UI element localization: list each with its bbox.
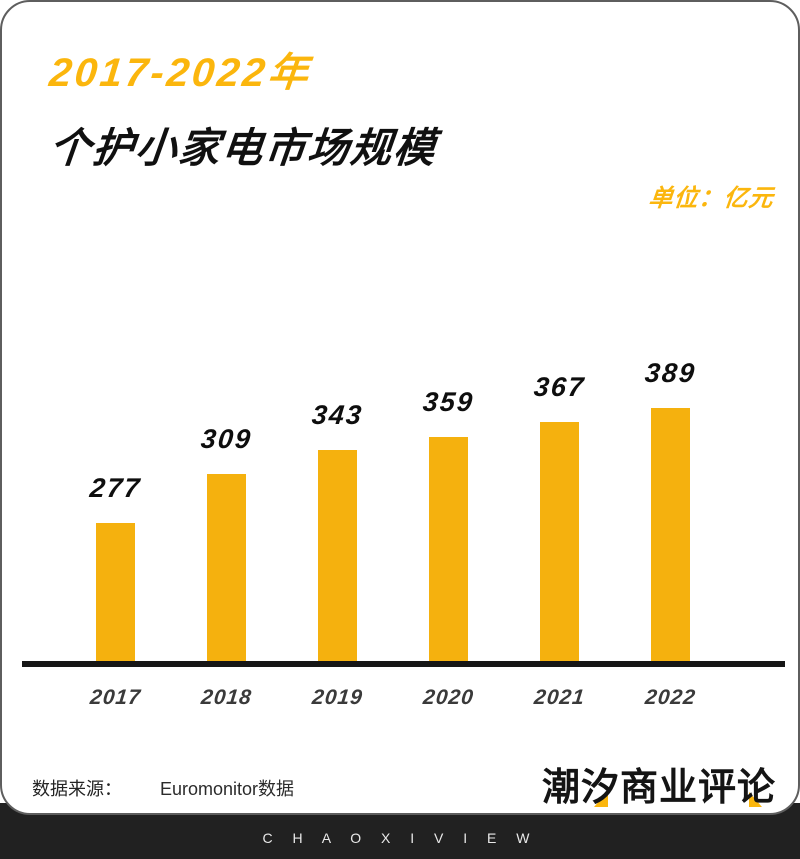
brand-logo-text: 潮汐商业评论	[541, 767, 776, 809]
bar-chart: 277 309 343 359 367 389 2017 2018 2019 2020 2021 2…	[2, 2, 800, 817]
bar	[540, 422, 579, 661]
x-axis-tick-label: 2022	[643, 686, 698, 709]
bar-column: 367	[504, 372, 615, 661]
bar-value-label: 343	[310, 400, 365, 430]
source-row: 数据来源： Euromonitor数据	[32, 775, 294, 801]
x-axis-labels: 2017 2018 2019 2020 2021 2022	[60, 686, 726, 710]
bar-value-label: 309	[199, 424, 254, 454]
bar-plot-area: 277 309 343 359 367 389	[60, 2, 726, 661]
x-axis-tick-label: 2019	[310, 686, 365, 709]
bar-value-label: 359	[421, 387, 476, 417]
bar-column: 277	[60, 473, 171, 661]
bar	[651, 408, 690, 661]
bar	[207, 474, 246, 661]
source-value: Euromonitor数据	[160, 779, 295, 799]
bar-column: 359	[393, 387, 504, 661]
bar-column: 309	[171, 424, 282, 661]
x-axis-line	[22, 661, 785, 667]
bar-value-label: 367	[532, 372, 587, 402]
bar-column: 389	[615, 358, 726, 661]
bar	[429, 437, 468, 661]
x-axis-tick-label: 2018	[199, 686, 254, 709]
x-axis-tick-label: 2020	[421, 686, 476, 709]
bar-value-label: 277	[88, 473, 143, 503]
x-axis-tick-label: 2021	[532, 686, 587, 709]
bar	[96, 523, 135, 661]
band-text: C H A O X I V I E W	[262, 830, 538, 846]
x-axis-tick-label: 2017	[88, 686, 143, 709]
bar-value-label: 389	[643, 358, 698, 388]
brand-logo: 潮汐商业评论	[542, 756, 776, 811]
chart-card: 2017-2022年 个护小家电市场规模 单位：亿元 277 309 343 359 3…	[0, 0, 800, 815]
bar-column: 343	[282, 400, 393, 661]
bar	[318, 450, 357, 661]
source-label: 数据来源：	[32, 779, 122, 799]
